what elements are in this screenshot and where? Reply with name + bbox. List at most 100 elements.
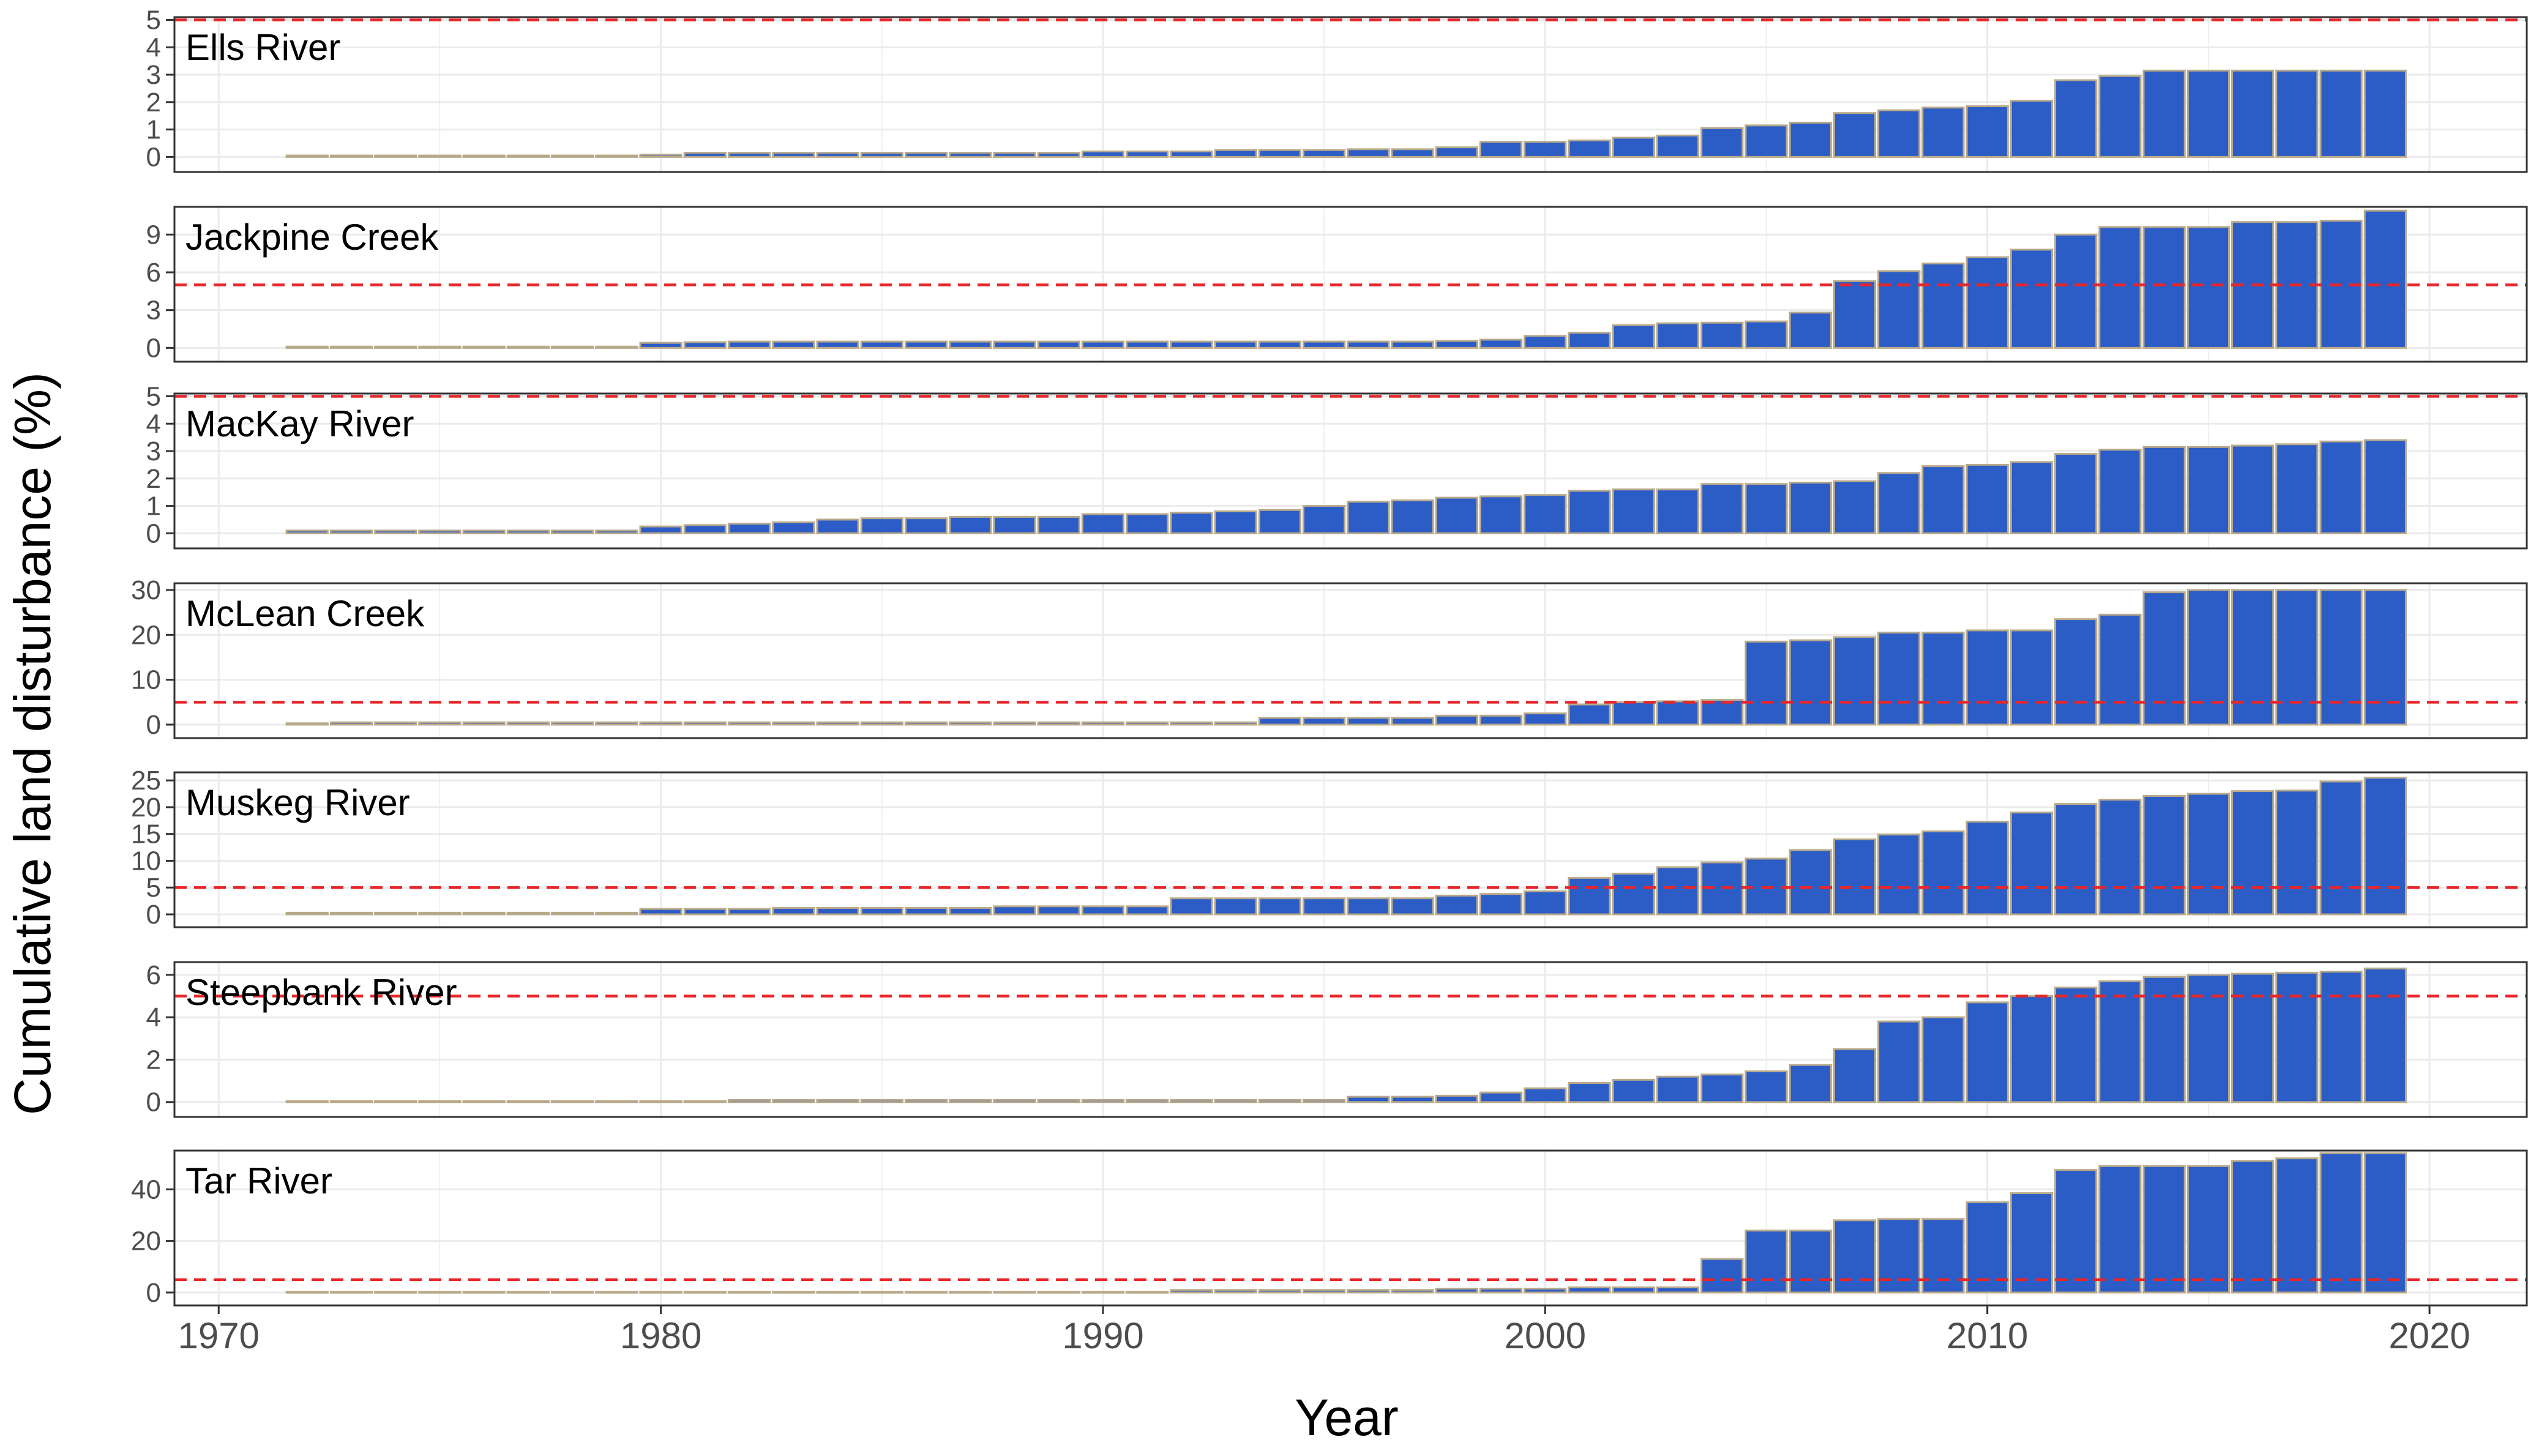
panel-plot-area	[174, 583, 2527, 738]
bar	[1789, 312, 1832, 349]
bar	[949, 340, 992, 349]
panel-border	[173, 392, 2528, 550]
bar	[418, 911, 462, 916]
bar	[329, 1291, 373, 1294]
bar	[727, 523, 771, 534]
bar	[639, 525, 682, 534]
bar	[2054, 233, 2098, 349]
y-tick-label: 4	[146, 409, 161, 439]
bar	[374, 721, 417, 726]
bar	[1258, 340, 1302, 349]
bar	[1347, 1289, 1390, 1294]
bar	[993, 516, 1036, 534]
bar	[1568, 140, 1611, 158]
y-tick-label: 3	[146, 296, 161, 326]
bar	[1833, 636, 1877, 726]
bar	[1347, 501, 1390, 534]
bar	[772, 1291, 815, 1294]
bar	[1081, 1291, 1125, 1294]
bar	[2363, 209, 2407, 349]
bar	[1612, 1078, 1655, 1103]
bar	[1744, 1230, 1788, 1294]
x-tick-label: 2020	[2388, 1315, 2470, 1356]
y-tick-label: 25	[131, 766, 161, 796]
bar	[2142, 226, 2186, 349]
bar	[1921, 106, 1965, 158]
bar	[2098, 799, 2142, 916]
bar	[904, 152, 948, 158]
bar	[2319, 971, 2363, 1103]
bar	[2186, 974, 2230, 1103]
bar	[1568, 1286, 1611, 1294]
panel-title: MacKay River	[185, 403, 414, 444]
bar	[1479, 495, 1523, 534]
bar	[2098, 980, 2142, 1103]
y-tick-label: 20	[131, 1226, 161, 1256]
bar	[418, 1100, 462, 1103]
bar	[1700, 699, 1744, 726]
bar	[1789, 849, 1832, 916]
panel-title: Muskeg River	[185, 782, 410, 823]
bar	[329, 345, 373, 349]
bar	[1744, 483, 1788, 534]
bar	[683, 1291, 727, 1294]
bar	[2054, 79, 2098, 158]
bar	[506, 911, 550, 916]
x-tick-label: 2010	[1946, 1315, 2028, 1356]
bar	[1170, 340, 1213, 349]
bar	[1789, 121, 1832, 158]
bar	[904, 1099, 948, 1103]
bar	[2275, 443, 2319, 534]
bar	[1479, 714, 1523, 726]
bar	[1612, 1286, 1655, 1294]
bar	[2054, 453, 2098, 534]
bar	[1126, 1099, 1169, 1103]
bar	[1877, 632, 1921, 726]
bar	[329, 529, 373, 534]
bar	[904, 340, 948, 349]
bar	[1700, 127, 1744, 158]
x-axis-label: Year	[1295, 1389, 1399, 1446]
bar	[2275, 1157, 2319, 1294]
y-tick-label: 6	[146, 960, 161, 990]
bar	[1214, 149, 1257, 158]
bar	[1877, 1020, 1921, 1103]
bar	[1833, 280, 1877, 349]
bar	[1391, 148, 1434, 158]
bar	[1081, 905, 1125, 916]
bar	[1170, 1289, 1213, 1294]
bar	[772, 340, 815, 349]
bar	[595, 345, 638, 349]
bar	[2275, 790, 2319, 916]
bar	[1965, 629, 2009, 726]
bar	[2054, 618, 2098, 726]
bar	[329, 911, 373, 916]
bar	[1833, 112, 1877, 158]
bar	[1789, 1064, 1832, 1103]
bar	[1612, 324, 1655, 349]
bar	[1214, 510, 1257, 534]
bar	[2275, 69, 2319, 158]
bar	[374, 1100, 417, 1103]
bar	[1479, 141, 1523, 158]
bar	[1214, 1289, 1257, 1294]
bar	[1700, 321, 1744, 349]
bar	[1479, 338, 1523, 349]
bar	[639, 342, 682, 349]
bar	[2231, 973, 2275, 1103]
bar	[1921, 1218, 1965, 1294]
bar	[949, 516, 992, 534]
bar	[1789, 639, 1832, 726]
panel-plot-area	[174, 17, 2527, 172]
bar	[551, 1291, 594, 1294]
bar	[374, 1291, 417, 1294]
bar	[329, 1100, 373, 1103]
bar	[860, 906, 903, 916]
bar	[1435, 496, 1478, 534]
bar	[1081, 721, 1125, 726]
bar	[551, 529, 594, 534]
bar	[1612, 136, 1655, 158]
bar	[1833, 1219, 1877, 1294]
bar	[2231, 790, 2275, 916]
y-tick-label: 6	[146, 258, 161, 288]
